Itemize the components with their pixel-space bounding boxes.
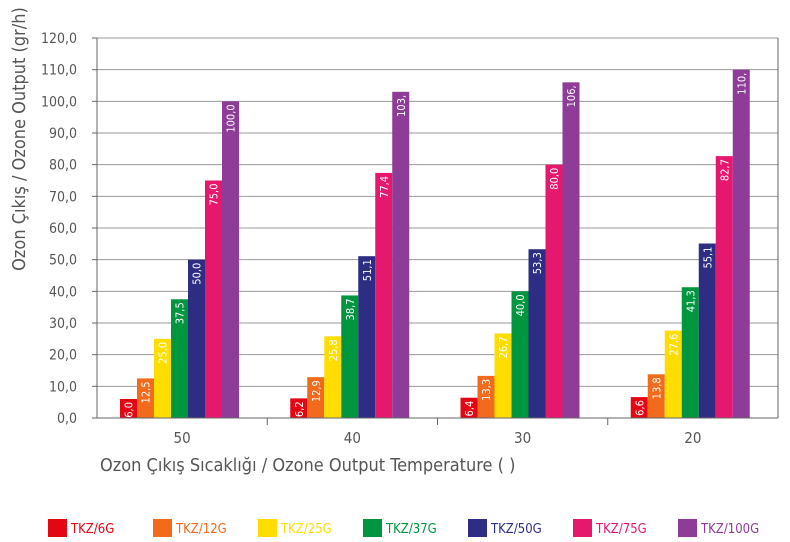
bar bbox=[375, 172, 393, 418]
y-tick-label: 50,0 bbox=[49, 253, 77, 269]
data-label: 51,1 bbox=[361, 259, 374, 281]
y-axis-ticks: 0,0 10,0 20,0 30,0 40,0 50,0 60,0 70,0 80,0 90,0 1… bbox=[41, 31, 97, 427]
y-tick-label: 90,0 bbox=[49, 126, 77, 142]
bar bbox=[647, 374, 665, 418]
x-tick-label: 20 bbox=[684, 429, 701, 447]
legend-label: TKZ/12G bbox=[175, 522, 227, 537]
legend-label: TKZ/75G bbox=[595, 522, 647, 537]
legend-swatch bbox=[468, 519, 487, 537]
bar bbox=[120, 399, 137, 418]
bars: 6,0 12,5 25,0 37,5 50,0 75,0 100,0 6,2 12,9 25,8 3… bbox=[120, 69, 750, 419]
x-tick-label: 50 bbox=[174, 429, 191, 447]
x-tick-label: 40 bbox=[344, 429, 361, 447]
x-axis-title: Ozon Çıkış Sıcaklığı / Ozone Output Temp… bbox=[100, 455, 515, 476]
legend-label: TKZ/50G bbox=[490, 522, 542, 537]
bar bbox=[528, 249, 546, 418]
legend-swatch bbox=[258, 519, 277, 537]
data-label: 13,3 bbox=[480, 379, 493, 401]
bar bbox=[222, 101, 239, 418]
y-tick-label: 20,0 bbox=[49, 348, 77, 364]
y-tick-label: 30,0 bbox=[49, 316, 77, 332]
data-label: 80,0 bbox=[548, 168, 561, 190]
y-axis-title: Ozon Çıkış / Ozone Output (gr/h) bbox=[9, 7, 30, 271]
bar bbox=[392, 91, 410, 418]
y-tick-label: 100,0 bbox=[41, 94, 77, 110]
data-label: 110, bbox=[735, 73, 748, 95]
bar bbox=[205, 180, 222, 418]
data-label: 53,3 bbox=[531, 252, 544, 274]
legend-label: TKZ/100G bbox=[700, 522, 759, 537]
bar bbox=[477, 375, 495, 418]
bar bbox=[698, 243, 716, 418]
bar bbox=[307, 377, 325, 418]
bar bbox=[545, 164, 563, 418]
data-label: 12,9 bbox=[310, 380, 323, 402]
bar bbox=[171, 299, 188, 418]
data-label: 55,1 bbox=[701, 247, 714, 269]
y-tick-label: 60,0 bbox=[49, 221, 77, 237]
x-axis-ticks: 50 40 30 20 bbox=[174, 418, 701, 447]
bar bbox=[324, 336, 342, 418]
y-tick-label: 110,0 bbox=[41, 63, 77, 79]
legend-swatch bbox=[363, 519, 382, 537]
data-label: 25,8 bbox=[327, 339, 340, 361]
legend-swatch bbox=[678, 519, 697, 537]
bar bbox=[188, 259, 205, 418]
y-tick-label: 40,0 bbox=[49, 284, 77, 300]
bar bbox=[681, 287, 699, 418]
y-tick-label: 80,0 bbox=[49, 158, 77, 174]
y-tick-label: 0,0 bbox=[57, 411, 77, 427]
bar bbox=[732, 69, 750, 419]
bar bbox=[562, 82, 580, 418]
legend-label: TKZ/37G bbox=[385, 522, 437, 537]
y-tick-label: 70,0 bbox=[49, 189, 77, 205]
bar bbox=[290, 398, 308, 418]
data-label: 6,0 bbox=[123, 402, 136, 418]
data-label: 25,0 bbox=[157, 342, 170, 364]
bar bbox=[460, 397, 478, 418]
data-label: 37,5 bbox=[174, 302, 187, 324]
data-label: 77,4 bbox=[378, 176, 391, 198]
bar bbox=[715, 156, 733, 418]
data-label: 41,3 bbox=[684, 290, 697, 312]
data-label: 6,6 bbox=[633, 400, 646, 416]
data-label: 106, bbox=[565, 85, 578, 107]
data-label: 50,0 bbox=[191, 263, 204, 285]
y-tick-label: 120,0 bbox=[41, 31, 77, 47]
bar bbox=[137, 378, 154, 418]
data-label: 103, bbox=[395, 95, 408, 117]
data-label: 26,7 bbox=[497, 336, 510, 358]
legend-swatch bbox=[573, 519, 592, 537]
bar bbox=[511, 291, 529, 418]
bar bbox=[341, 295, 359, 418]
data-label: 100,0 bbox=[225, 104, 238, 132]
legend-swatch bbox=[48, 519, 67, 537]
legend: TKZ/6G TKZ/12G TKZ/25G TKZ/37G TKZ/50G TKZ/75… bbox=[48, 519, 759, 537]
bar bbox=[494, 333, 512, 418]
bar bbox=[630, 397, 648, 418]
bar bbox=[664, 330, 682, 418]
data-label: 38,7 bbox=[344, 298, 357, 320]
legend-label: TKZ/6G bbox=[70, 522, 114, 537]
x-tick-label: 30 bbox=[514, 429, 531, 447]
legend-swatch bbox=[153, 519, 172, 537]
data-label: 40,0 bbox=[514, 294, 527, 316]
data-label: 82,7 bbox=[718, 159, 731, 181]
bar bbox=[358, 256, 376, 418]
data-label: 27,6 bbox=[667, 334, 680, 356]
bar bbox=[154, 338, 171, 418]
data-label: 13,8 bbox=[650, 377, 663, 399]
data-label: 6,2 bbox=[293, 401, 306, 417]
data-label: 75,0 bbox=[208, 184, 221, 206]
y-tick-label: 10,0 bbox=[49, 379, 77, 395]
data-label: 12,5 bbox=[140, 381, 153, 403]
legend-label: TKZ/25G bbox=[280, 522, 332, 537]
data-label: 6,4 bbox=[463, 401, 476, 417]
